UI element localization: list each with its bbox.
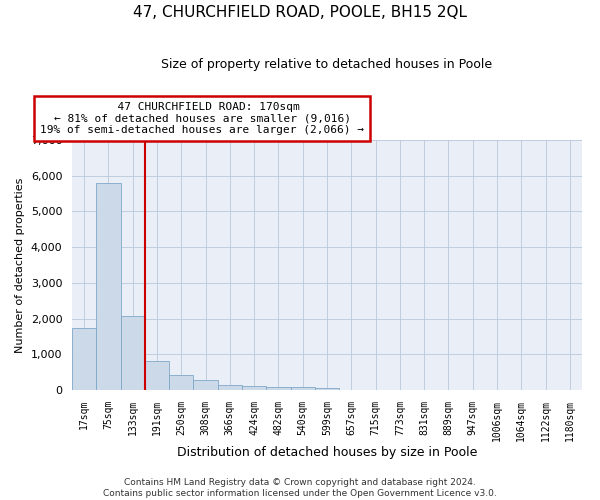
Bar xyxy=(315,388,339,390)
Bar xyxy=(121,316,145,390)
Bar xyxy=(72,328,96,390)
Bar xyxy=(266,387,290,390)
Bar xyxy=(193,380,218,390)
Text: 47, CHURCHFIELD ROAD, POOLE, BH15 2QL: 47, CHURCHFIELD ROAD, POOLE, BH15 2QL xyxy=(133,5,467,20)
Text: Contains HM Land Registry data © Crown copyright and database right 2024.
Contai: Contains HM Land Registry data © Crown c… xyxy=(103,478,497,498)
Bar xyxy=(218,384,242,390)
Bar xyxy=(145,362,169,390)
Text: 47 CHURCHFIELD ROAD: 170sqm
← 81% of detached houses are smaller (9,016)
19% of : 47 CHURCHFIELD ROAD: 170sqm ← 81% of det… xyxy=(40,102,364,135)
Bar xyxy=(242,386,266,390)
X-axis label: Distribution of detached houses by size in Poole: Distribution of detached houses by size … xyxy=(177,446,477,460)
Title: Size of property relative to detached houses in Poole: Size of property relative to detached ho… xyxy=(161,58,493,71)
Bar xyxy=(290,387,315,390)
Y-axis label: Number of detached properties: Number of detached properties xyxy=(15,178,25,352)
Bar xyxy=(96,183,121,390)
Bar xyxy=(169,374,193,390)
